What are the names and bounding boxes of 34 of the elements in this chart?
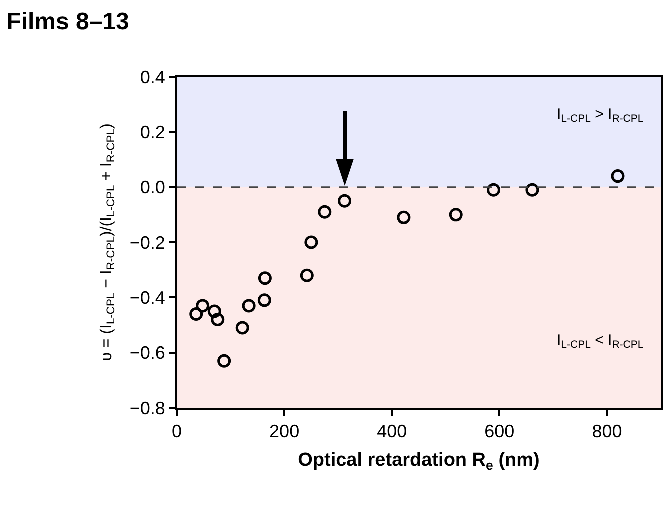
point: [304, 236, 318, 250]
y-tick-label: −0.8: [130, 398, 166, 418]
y-tick-label: 0.0: [140, 178, 166, 198]
point: [338, 194, 352, 208]
point: [236, 321, 250, 335]
point: [449, 208, 463, 222]
point: [487, 183, 500, 197]
point: [196, 299, 210, 313]
point: [258, 272, 272, 286]
x-axis-title: Optical retardation R$_{e}$ (nm): [298, 450, 540, 473]
x-tick-label: 800: [592, 422, 622, 442]
point: [526, 183, 540, 197]
y-tick-label: −0.4: [130, 288, 166, 308]
x-tick-label: 0: [172, 422, 182, 442]
point: [258, 294, 272, 308]
point: [190, 307, 204, 321]
point: [211, 312, 225, 326]
y-tick-label: 0.4: [140, 67, 166, 88]
band-label: I$_{L-CPL}$ > I$_{R-CPL}$: [557, 106, 644, 126]
point: [318, 205, 332, 219]
band-label: I$_{L-CPL}$ < I$_{R-CPL}$: [557, 332, 644, 352]
y-tick-label: −0.6: [130, 343, 166, 364]
x-tick-label: 600: [484, 422, 515, 442]
point: [300, 268, 314, 282]
y-tick-label: −0.2: [130, 232, 166, 253]
point: [397, 210, 411, 224]
point: [218, 354, 232, 368]
y-tick-label: 0.2: [140, 122, 166, 142]
x-tick-label: 400: [377, 422, 408, 442]
x-tick-label: 200: [270, 422, 300, 442]
point: [208, 304, 222, 318]
chart-title: Films 8–13: [6, 8, 130, 36]
point: [242, 299, 256, 313]
point: [611, 170, 625, 184]
